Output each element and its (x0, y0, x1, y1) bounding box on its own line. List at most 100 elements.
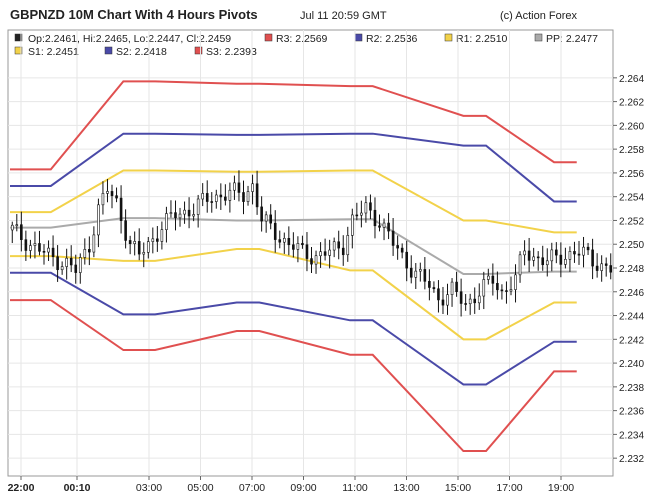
candle-body (137, 241, 141, 255)
y-tick-label: 2.232 (619, 454, 644, 465)
y-tick-label: 2.264 (619, 74, 644, 85)
candle-body (246, 191, 250, 202)
candle-body (101, 193, 105, 206)
candle-body (378, 225, 381, 228)
candle-body (609, 265, 613, 273)
candle-body (464, 303, 467, 305)
candle-body (119, 197, 123, 221)
legend-swatch-s3 (194, 46, 203, 55)
candle-body (65, 257, 68, 267)
candle-body (559, 254, 563, 265)
candle-body (224, 196, 227, 201)
candle-body (360, 212, 363, 216)
candle-body (450, 281, 454, 295)
candle-body (287, 237, 291, 246)
candle-body (128, 240, 132, 245)
candle-body (441, 299, 445, 306)
legend: Op:2.2461, Hi:2.2465, Lo:2.2447, Cl:2.24… (14, 33, 598, 58)
candle-body (233, 182, 236, 191)
candle-body (165, 213, 168, 230)
y-tick-label: 2.256 (619, 169, 644, 180)
pivot-line-r2 (10, 132, 577, 203)
candle-body (192, 214, 195, 217)
candle-body (577, 253, 581, 256)
candle-body (69, 257, 73, 266)
candle-body (106, 191, 109, 194)
candle-body (414, 270, 418, 278)
legend-r1: R1: 2.2510 (456, 33, 508, 45)
legend-r3: R3: 2.2569 (276, 33, 328, 45)
x-tick-label: 07:00 (239, 482, 265, 494)
candle-body (355, 214, 359, 217)
candle-body (124, 220, 127, 241)
candle-body (514, 274, 517, 290)
candles (10, 170, 613, 317)
candle-body (133, 241, 136, 245)
candle-body (56, 256, 59, 271)
y-tick-label: 2.260 (619, 121, 644, 132)
candle-body (255, 183, 259, 208)
candle-body (264, 214, 268, 222)
candle-body (419, 269, 422, 272)
legend-r2: R2: 2.2536 (366, 33, 418, 45)
y-tick-label: 2.242 (619, 335, 644, 346)
candle-body (400, 247, 404, 253)
y-tick-label: 2.240 (619, 359, 644, 370)
candle-body (205, 193, 209, 202)
candle-body (564, 258, 567, 265)
candle-body (468, 298, 472, 305)
candle-body (505, 290, 508, 292)
x-tick-label: 11:00 (342, 482, 368, 494)
candle-body (364, 202, 368, 214)
candle-body (459, 291, 463, 304)
candle-body (42, 251, 46, 253)
x-tick-label: 19:00 (548, 482, 574, 494)
x-tick-label: 05:00 (187, 482, 213, 494)
x-tick-label: 22:00 (8, 482, 35, 494)
candle-body (595, 265, 599, 271)
y-tick-label: 2.252 (619, 216, 644, 227)
candle-body (292, 244, 295, 250)
candle-body (550, 249, 554, 262)
legend-swatch-r3 (264, 33, 273, 42)
chart-datetime: Jul 11 20:59 GMT (300, 10, 387, 22)
y-tick-label: 2.238 (619, 383, 644, 394)
y-tick-label: 2.248 (619, 264, 644, 275)
candle-body (260, 206, 263, 222)
x-tick-label: 00:10 (64, 482, 91, 494)
candle-body (146, 241, 150, 253)
candle-body (60, 266, 64, 271)
candle-body (437, 288, 440, 301)
y-tick-label: 2.234 (619, 430, 644, 441)
y-tick-label: 2.262 (619, 98, 644, 109)
candle-body (210, 201, 214, 203)
y-tick-label: 2.236 (619, 407, 644, 418)
pivot-line-s3 (10, 299, 577, 453)
candle-body (74, 264, 78, 273)
candle-body (237, 182, 241, 193)
candle-body (396, 245, 399, 249)
candle-body (228, 189, 232, 201)
candle-body (201, 193, 204, 200)
legend-swatch-r1 (444, 33, 453, 42)
candle-body (491, 275, 495, 284)
candle-body (78, 257, 82, 273)
candle-body (33, 243, 37, 246)
candle-body (518, 254, 522, 276)
candle-body (541, 257, 545, 266)
candle-body (523, 250, 526, 256)
candle-body (328, 249, 331, 256)
candle-body (314, 255, 318, 265)
candle-body (586, 246, 590, 251)
candle-body (545, 260, 549, 266)
legend-swatch-pp (534, 33, 543, 42)
candle-body (47, 247, 50, 253)
y-tick-label: 2.258 (619, 145, 644, 156)
candle-body (477, 295, 481, 304)
candle-body (310, 258, 313, 265)
candle-body (387, 222, 390, 232)
plot-area (7, 29, 614, 477)
candle-body (351, 214, 354, 236)
legend-swatch-ohlc (14, 33, 23, 42)
candle-body (496, 283, 499, 291)
